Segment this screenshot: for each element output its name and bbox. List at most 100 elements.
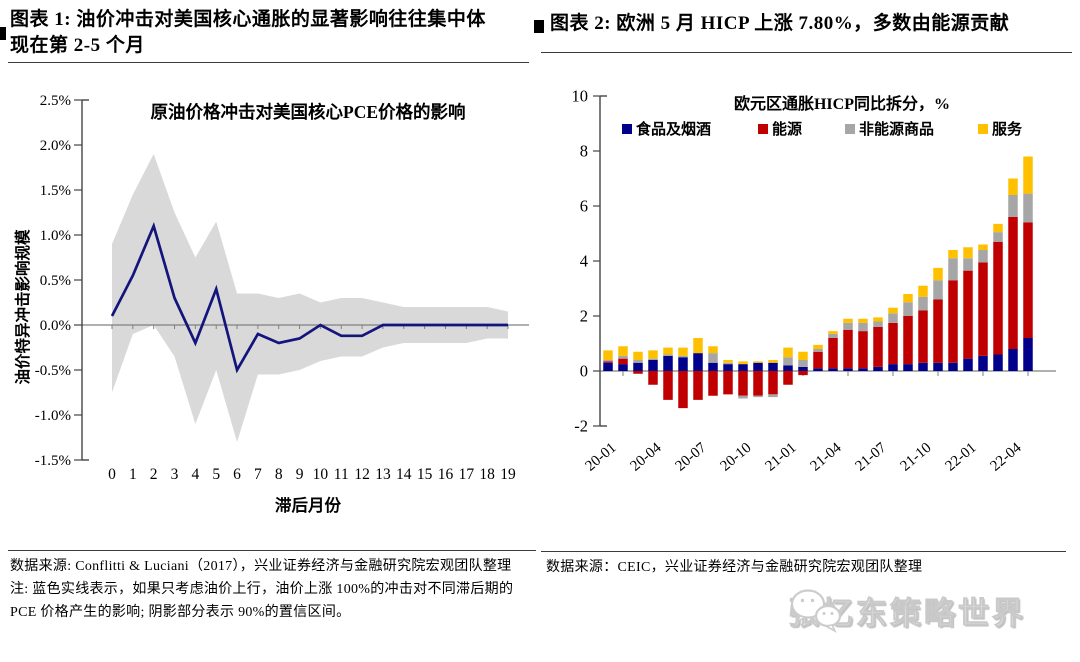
bar-segment	[723, 362, 733, 365]
bar-segment	[858, 331, 868, 369]
right-footer-source: 数据来源：CEIC，兴业证券经济与金融研究院宏观团队整理	[546, 560, 923, 575]
y-tick-label: -1.0%	[35, 408, 71, 424]
legend-swatch	[978, 124, 988, 134]
x-tick-label: 0	[108, 466, 116, 483]
chart-title: 欧元区通胀HICP同比拆分，%	[734, 94, 950, 113]
y-tick-label: 0.5%	[40, 273, 71, 289]
bar-segment	[873, 327, 883, 367]
x-tick-label: 20-01	[582, 440, 619, 475]
left-footer-divider	[8, 550, 536, 551]
bar-segment	[813, 344, 823, 349]
bar-segment	[843, 368, 853, 371]
bar-segment	[798, 360, 808, 367]
bar-segment	[1008, 195, 1018, 217]
bar-segment	[858, 318, 868, 323]
y-tick-label: 4	[580, 252, 588, 271]
x-tick-label: 7	[254, 466, 262, 483]
x-tick-label: 10	[313, 466, 329, 483]
y-tick-label: 2.5%	[40, 93, 71, 109]
bar-segment	[813, 368, 823, 371]
bar-segment	[618, 355, 628, 359]
y-tick-label: 8	[580, 142, 588, 161]
bar-segment	[753, 371, 763, 396]
bar-segment	[768, 360, 778, 363]
bar-segment	[678, 347, 688, 356]
left-figure-title: 图表 1: 油价冲击对美国核心通胀的显著影响往往集中体现在第 2-5 个月	[10, 9, 486, 57]
bar-segment	[888, 364, 898, 371]
bar-segment	[903, 364, 913, 371]
x-tick-label: 20-07	[672, 439, 709, 474]
bar-segment	[753, 361, 763, 363]
x-tick-label: 4	[191, 466, 199, 483]
bar-segment	[978, 244, 988, 250]
bar-segment	[648, 371, 658, 385]
bar-segment	[708, 353, 718, 363]
x-tick-label: 9	[296, 466, 304, 483]
bar-segment	[723, 364, 733, 371]
bar-segment	[738, 364, 748, 371]
bar-segment	[918, 310, 928, 363]
y-tick-label: -1.5%	[35, 453, 71, 469]
wechat-icon	[790, 588, 842, 633]
bar-segment	[903, 302, 913, 316]
bar-segment	[978, 355, 988, 371]
bar-segment	[723, 360, 733, 363]
x-tick-label: 12	[354, 466, 370, 483]
bar-segment	[753, 395, 763, 398]
bar-segment	[798, 351, 808, 360]
bar-segment	[603, 362, 613, 371]
x-tick-label: 8	[275, 466, 283, 483]
bar-segment	[648, 358, 658, 360]
bar-segment	[978, 250, 988, 263]
y-tick-label: -2	[574, 417, 588, 436]
bar-segment	[633, 371, 643, 374]
legend-label: 能源	[772, 120, 802, 138]
x-tick-label: 3	[171, 466, 179, 483]
y-tick-label: 2	[580, 307, 588, 326]
bar-segment	[618, 358, 628, 365]
x-tick-label: 14	[396, 466, 412, 483]
left-footer-source: 数据来源: Conflitti & Luciani（2017），兴业证券经济与金…	[10, 559, 512, 574]
bar-segment	[858, 322, 868, 332]
bar-segment	[933, 299, 943, 363]
bar-segment	[663, 355, 673, 371]
bar-segment	[738, 361, 748, 365]
legend-label: 非能源商品	[859, 120, 934, 138]
bar-segment	[693, 338, 703, 354]
bar-segment	[948, 280, 958, 363]
bar-segment	[933, 267, 943, 281]
legend-label: 食品及烟酒	[636, 120, 711, 138]
black-square-bullet	[0, 27, 6, 40]
y-tick-label: -0.5%	[35, 363, 71, 379]
bar-segment	[993, 223, 1003, 233]
bar-segment	[783, 365, 793, 371]
x-axis-title: 滞后月份	[275, 495, 342, 515]
bar-segment	[933, 280, 943, 300]
bar-segment	[813, 351, 823, 369]
bar-segment	[948, 250, 958, 259]
bar-segment	[708, 362, 718, 371]
y-tick-label: 1.5%	[40, 183, 71, 199]
x-tick-label: 21-01	[762, 440, 799, 475]
bar-segment	[633, 362, 643, 371]
bar-segment	[843, 318, 853, 323]
bar-segment	[678, 357, 688, 371]
bar-segment	[633, 351, 643, 360]
right-title-divider	[541, 52, 1072, 53]
bar-segment	[783, 371, 793, 385]
bar-segment	[873, 317, 883, 322]
bar-segment	[993, 232, 1003, 242]
bar-segment	[1008, 178, 1018, 195]
bar-segment	[918, 285, 928, 297]
black-square-bullet	[534, 20, 544, 33]
y-tick-label: 0.0%	[40, 318, 71, 334]
x-tick-label: 16	[438, 466, 454, 483]
x-tick-label: 20-10	[717, 440, 754, 475]
bar-segment	[648, 350, 658, 359]
bar-segment	[1008, 217, 1018, 349]
x-tick-label: 2	[150, 466, 158, 483]
bar-segment	[708, 371, 718, 396]
x-tick-label: 22-01	[942, 440, 979, 475]
bar-segment	[738, 371, 748, 396]
